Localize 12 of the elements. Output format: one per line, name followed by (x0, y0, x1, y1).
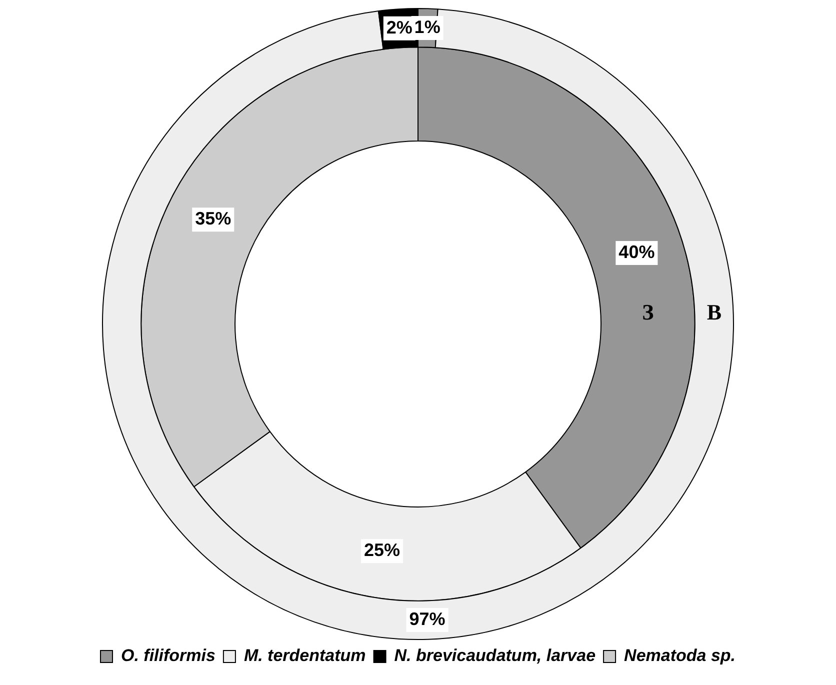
data-label: 35% (195, 208, 232, 229)
legend-label: Nematoda sp. (624, 646, 736, 666)
legend-label: N. brevicaudatum, larvae (394, 646, 596, 666)
slice-label: В (706, 300, 722, 325)
data-label: 1% (414, 16, 440, 37)
data-label: 40% (618, 242, 655, 262)
data-label: 97% (409, 609, 446, 630)
data-label: 25% (364, 540, 400, 560)
legend-label: O. filiformis (120, 646, 216, 666)
legend-label: M. terdentatum (244, 646, 366, 666)
slice-label: З (642, 300, 654, 325)
data-label: 2% (386, 17, 412, 38)
